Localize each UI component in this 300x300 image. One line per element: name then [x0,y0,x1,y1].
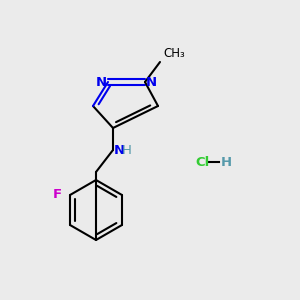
Text: N: N [114,143,125,157]
Text: F: F [53,188,62,202]
Text: CH₃: CH₃ [163,47,185,60]
Text: N: N [146,76,157,88]
Text: Cl: Cl [195,155,209,169]
Text: H: H [122,145,132,158]
Text: H: H [221,155,232,169]
Text: N: N [96,76,107,88]
